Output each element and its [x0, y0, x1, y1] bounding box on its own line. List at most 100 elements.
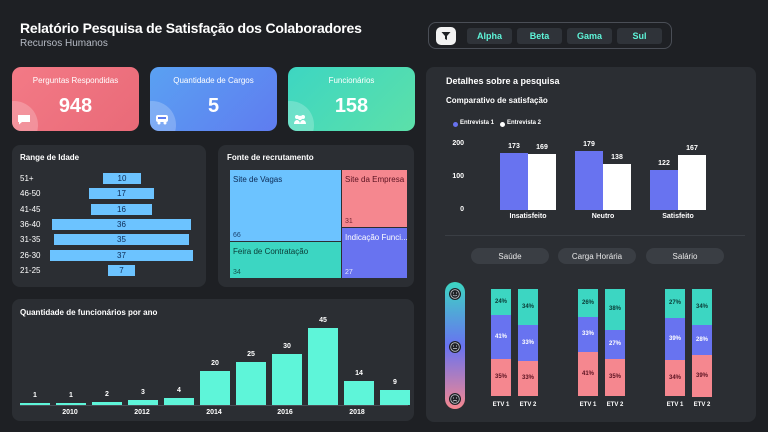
stacked-segment[interactable]: 34% [692, 289, 712, 326]
treemap-feira-de-contratacao[interactable]: Feira de Contratação 34 [230, 242, 341, 278]
stacked-segment[interactable]: 26% [578, 289, 598, 317]
age-bar[interactable]: 17 [89, 188, 154, 199]
age-label: 46-50 [20, 189, 41, 198]
year-bar-value: 2 [105, 390, 109, 398]
kpi-perguntas-card: Perguntas Respondidas 948 [12, 67, 139, 131]
tab-salario[interactable]: Salário [646, 248, 724, 264]
employees-year-title: Quantidade de funcionários por ano [20, 308, 158, 317]
tab-carga-horaria[interactable]: Carga Horária [558, 248, 636, 264]
sad-face-icon [449, 393, 461, 405]
year-tick-label: 2018 [349, 409, 365, 416]
stacked-segment[interactable]: 41% [578, 352, 598, 396]
filter-alpha[interactable]: Alpha [467, 28, 512, 44]
stacked-segment[interactable]: 27% [605, 329, 625, 359]
etv-label: ETV 1 [666, 402, 684, 408]
kpi-label: Funcionários [328, 76, 375, 85]
kpi-funcionarios-card: Funcionários 158 [288, 67, 415, 131]
page-title: Relatório Pesquisa de Satisfação dos Col… [20, 20, 362, 36]
year-bar[interactable] [20, 403, 50, 405]
treemap-value: 31 [345, 218, 353, 225]
filter-gama[interactable]: Gama [567, 28, 612, 44]
bar-entrevista-2[interactable] [603, 164, 631, 210]
happy-face-icon [449, 288, 461, 300]
bar-entrevista-2[interactable] [528, 154, 556, 210]
bar-value: 169 [536, 144, 548, 152]
kpi-value: 158 [334, 95, 369, 117]
treemap-site-de-vagas[interactable]: Site de Vagas 66 [230, 170, 341, 241]
kpi-value: 5 [207, 95, 220, 117]
stacked-segment[interactable]: 41% [491, 314, 511, 359]
age-bar[interactable]: 16 [91, 204, 152, 215]
age-bar[interactable]: 37 [50, 250, 193, 261]
stacked-segment[interactable]: 33% [518, 325, 538, 361]
filter-sul[interactable]: Sul [617, 28, 662, 44]
bar-value: 173 [508, 142, 520, 150]
stacked-segment[interactable]: 39% [665, 317, 685, 360]
category-label: Satisfeito [662, 213, 694, 220]
year-bar[interactable] [308, 328, 338, 405]
stacked-segment[interactable]: 35% [491, 358, 511, 396]
year-bar-value: 1 [69, 392, 73, 399]
age-bar[interactable]: 36 [52, 219, 191, 230]
stacked-segment[interactable]: 39% [692, 355, 712, 398]
treemap-site-da-empresa[interactable]: Site da Empresa 31 [342, 170, 407, 227]
details-subtitle: Comparativo de satisfação [446, 96, 548, 105]
stacked-segment[interactable]: 33% [518, 360, 538, 396]
filter-bar [428, 22, 672, 49]
bar-value: 122 [658, 159, 670, 167]
kpi-label: Perguntas Respondidas [32, 76, 119, 85]
year-bar-value: 1 [33, 392, 37, 399]
stacked-segment[interactable]: 27% [665, 289, 685, 318]
age-bar[interactable]: 35 [54, 234, 189, 245]
legend-entrevista-1[interactable]: Entrevista 1 [460, 120, 495, 126]
age-range-title: Range de Idade [20, 153, 80, 162]
stacked-segment[interactable]: 35% [605, 358, 625, 396]
age-label: 51+ [20, 174, 34, 183]
bar-entrevista-1[interactable] [500, 152, 528, 210]
age-label: 21-25 [20, 266, 41, 275]
y-tick: 200 [452, 140, 464, 147]
treemap-value: 27 [345, 269, 353, 276]
etv-label: ETV 2 [693, 402, 711, 408]
year-bar[interactable] [56, 403, 86, 405]
vehicle-icon [156, 115, 168, 125]
treemap-value: 34 [233, 269, 241, 276]
year-bar[interactable] [380, 389, 410, 405]
stacked-segment[interactable]: 38% [605, 289, 625, 330]
etv-label: ETV 2 [519, 402, 537, 408]
treemap-label: Feira de Contratação [233, 247, 309, 256]
users-icon [294, 115, 306, 124]
filter-icon[interactable] [436, 27, 456, 45]
stacked-segment[interactable]: 24% [491, 289, 511, 315]
legend-swatch-entrevista-1 [453, 122, 458, 127]
year-bar[interactable] [236, 362, 266, 405]
stacked-segment[interactable]: 28% [692, 325, 712, 356]
year-bar[interactable] [164, 398, 194, 405]
year-bar[interactable] [200, 370, 230, 405]
age-label: 36-40 [20, 220, 41, 229]
year-bar-value: 3 [141, 388, 145, 396]
stacked-segment[interactable]: 33% [578, 316, 598, 353]
age-bar[interactable]: 10 [103, 173, 141, 184]
bar-entrevista-2[interactable] [678, 154, 706, 210]
stacked-segment[interactable]: 34% [518, 289, 538, 326]
year-bar-value: 9 [393, 378, 397, 386]
age-label: 31-35 [20, 235, 41, 244]
bar-value: 179 [583, 140, 595, 148]
treemap-label: Indicação Funci... [345, 233, 407, 242]
age-bar[interactable]: 7 [108, 265, 135, 276]
year-bar[interactable] [92, 401, 122, 405]
filter-beta[interactable]: Beta [517, 28, 562, 44]
year-bar[interactable] [128, 399, 158, 405]
year-bar[interactable] [344, 381, 374, 405]
stacked-segment[interactable]: 34% [665, 359, 685, 396]
bar-entrevista-1[interactable] [650, 169, 678, 210]
legend-entrevista-2[interactable]: Entrevista 2 [507, 120, 542, 126]
legend-swatch-entrevista-2 [500, 122, 505, 127]
tab-saude[interactable]: Saúde [471, 248, 549, 264]
kpi-cargos-card: Quantidade de Cargos 5 [150, 67, 277, 131]
bar-entrevista-1[interactable] [575, 150, 603, 210]
recruitment-title: Fonte de recrutamento [227, 153, 314, 162]
year-bar[interactable] [272, 353, 302, 405]
treemap-indicacao[interactable]: Indicação Funci... 27 [342, 228, 407, 278]
